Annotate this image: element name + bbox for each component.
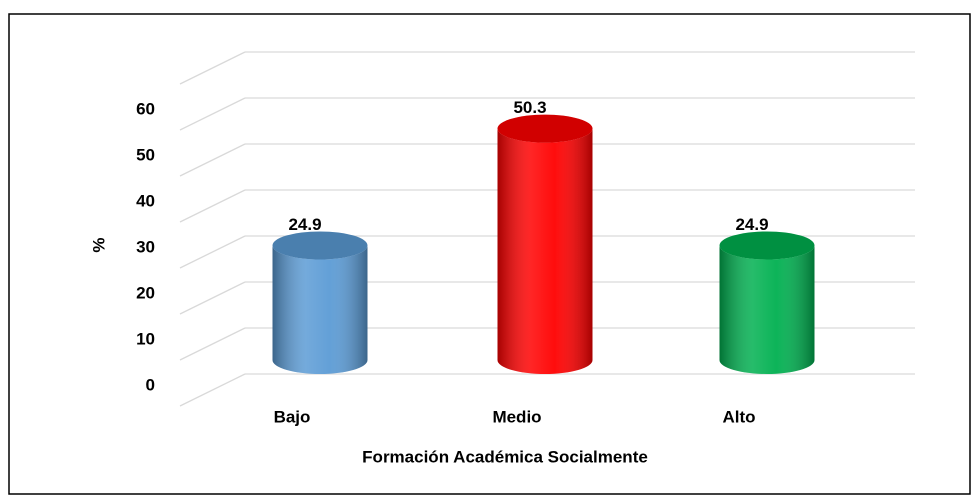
bar-top-shade	[719, 231, 815, 260]
bar-top-shade	[497, 114, 593, 143]
y-tick-label: 60	[136, 99, 155, 118]
x-axis-label: Formación Académica Socialmente	[362, 447, 648, 466]
grid-line	[179, 281, 246, 315]
y-tick-label: 50	[136, 145, 155, 164]
bar-top	[719, 231, 815, 260]
value-label: 50.3	[513, 98, 546, 117]
bar-top	[497, 114, 593, 143]
y-tick-label: 30	[136, 237, 155, 256]
x-tick-label: Medio	[492, 407, 541, 426]
bar-shade	[497, 128, 593, 374]
plot-edge	[179, 51, 246, 85]
y-tick-label: 40	[136, 191, 155, 210]
y-tick-label: 10	[136, 329, 155, 348]
value-label: 24.9	[288, 215, 321, 234]
grid-line	[179, 97, 246, 131]
grid-line	[179, 143, 246, 177]
bar-top-shade	[272, 231, 368, 260]
grid-line	[179, 327, 246, 361]
bar-shade	[719, 245, 815, 374]
y-axis-label: %	[89, 237, 108, 252]
grid-line	[179, 235, 246, 269]
grid-line	[179, 373, 246, 407]
y-tick-label: 20	[136, 283, 155, 302]
bar-shade	[272, 245, 368, 374]
x-tick-label: Alto	[722, 407, 755, 426]
x-tick-label: Bajo	[274, 407, 311, 426]
grid-line	[179, 189, 246, 223]
value-label: 24.9	[735, 215, 768, 234]
y-tick-label: 0	[146, 375, 155, 394]
bar-top	[272, 231, 368, 260]
